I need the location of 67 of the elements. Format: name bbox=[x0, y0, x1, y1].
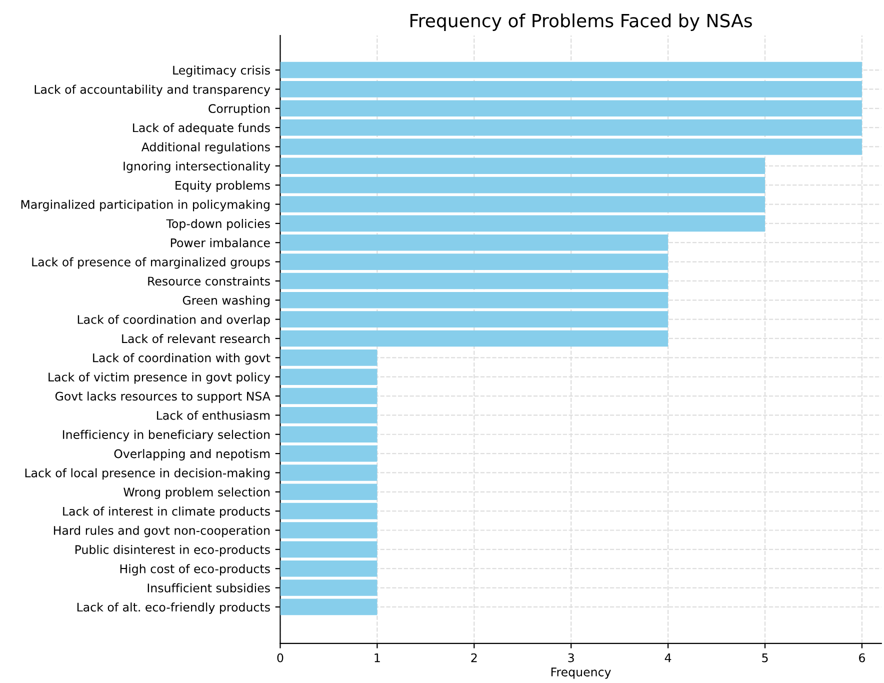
bar bbox=[280, 580, 378, 596]
bar bbox=[280, 62, 862, 78]
bar bbox=[280, 484, 378, 500]
x-tick-label: 2 bbox=[471, 653, 477, 662]
x-tick-label: 1 bbox=[374, 653, 380, 662]
x-tick-label: 0 bbox=[277, 653, 284, 662]
bar bbox=[280, 158, 765, 174]
y-tick-label: Equity problems bbox=[176, 180, 270, 192]
y-tick-label: Lack of relevant research bbox=[122, 334, 270, 344]
bar bbox=[280, 100, 862, 117]
y-tick-label: Lack of victim presence in govt policy bbox=[48, 372, 270, 384]
y-tick-label: Top-down policies bbox=[166, 218, 270, 230]
y-tick-label: Lack of coordination and overlap bbox=[78, 314, 270, 326]
bar bbox=[280, 81, 862, 98]
bar bbox=[280, 196, 765, 212]
bar bbox=[280, 234, 668, 251]
bar bbox=[280, 368, 378, 385]
bar bbox=[280, 445, 378, 462]
y-tick-label: Ignoring intersectionality bbox=[124, 161, 270, 173]
bar bbox=[280, 254, 668, 270]
bar bbox=[280, 388, 378, 404]
y-tick-label: Lack of accountability and transparency bbox=[34, 84, 270, 96]
bar bbox=[280, 502, 378, 520]
x-tick-label: 5 bbox=[762, 653, 768, 662]
bar bbox=[280, 292, 668, 308]
y-tick-label: Govt lacks resources to support NSA bbox=[55, 392, 270, 403]
y-tick-label: Lack of coordination with govt bbox=[93, 353, 270, 365]
y-tick-label: Lack of alt. eco-friendly products bbox=[77, 602, 270, 614]
bar bbox=[280, 350, 378, 366]
y-tick-label: Public disinterest in eco-products bbox=[75, 544, 270, 556]
bar bbox=[280, 215, 765, 232]
y-tick-label: Lack of enthusiasm bbox=[156, 410, 270, 420]
y-tick-label: Lack of adequate funds bbox=[133, 123, 270, 134]
bar bbox=[280, 464, 378, 481]
y-tick-label: Inefficiency in beneficiary selection bbox=[62, 430, 270, 442]
bar bbox=[280, 560, 378, 577]
y-tick-label: Resource constraints bbox=[148, 276, 270, 286]
y-tick-label: Lack of local presence in decision-making bbox=[25, 468, 270, 480]
y-tick-label: Insufficient subsidies bbox=[148, 583, 270, 592]
bar bbox=[280, 522, 378, 538]
x-tick-label: 3 bbox=[568, 653, 574, 662]
x-tick-label: 4 bbox=[664, 653, 672, 662]
bar bbox=[280, 426, 378, 443]
bar bbox=[280, 311, 668, 328]
y-tick-label: Green washing bbox=[182, 296, 270, 308]
bar bbox=[280, 119, 862, 136]
y-tick-label: Power imbalance bbox=[170, 238, 270, 248]
bar bbox=[280, 272, 668, 290]
y-tick-label: Marginalized participation in policymaking bbox=[21, 200, 270, 212]
bar bbox=[280, 176, 765, 194]
y-tick-label: Corruption bbox=[208, 104, 270, 116]
y-tick-label: Legitimacy crisis bbox=[173, 66, 270, 77]
y-tick-label: Additional regulations bbox=[141, 142, 270, 154]
y-tick-label: Wrong problem selection bbox=[124, 487, 270, 499]
y-tick-label: Lack of presence of marginalized groups bbox=[32, 257, 270, 269]
bar bbox=[280, 330, 668, 347]
chart-title: Frequency of Problems Faced by NSAs bbox=[410, 13, 752, 31]
y-tick-label: Lack of interest in climate products bbox=[63, 506, 270, 518]
bar bbox=[280, 407, 378, 424]
x-tick-label: 6 bbox=[859, 653, 865, 662]
x-axis-title: Frequency bbox=[551, 668, 611, 679]
bar bbox=[280, 541, 378, 558]
bar bbox=[280, 598, 378, 616]
bar bbox=[280, 138, 862, 155]
y-tick-label: Hard rules and govt non-cooperation bbox=[54, 526, 270, 538]
y-tick-label: Overlapping and nepotism bbox=[114, 449, 270, 460]
y-tick-label: High cost of eco-products bbox=[120, 564, 270, 576]
